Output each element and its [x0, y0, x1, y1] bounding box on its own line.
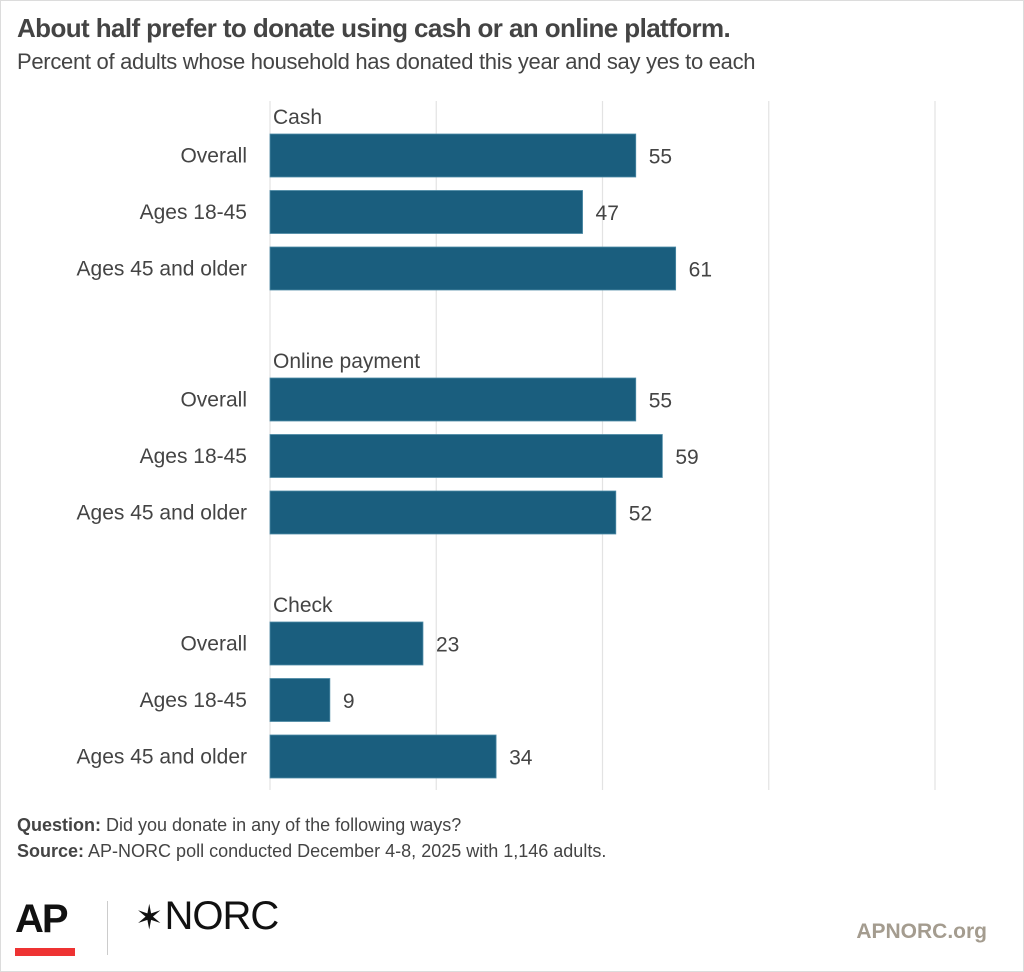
bar — [269, 621, 424, 666]
bar — [269, 377, 637, 422]
data-label: 52 — [629, 503, 652, 526]
category-label: Overall — [180, 145, 247, 168]
norc-logo: ✶NORC — [135, 894, 280, 939]
norc-logo-text: NORC — [164, 894, 280, 938]
group-title: Check — [273, 594, 333, 617]
category-label: Ages 18-45 — [140, 201, 247, 224]
norc-star-icon: ✶ — [135, 899, 163, 937]
data-label: 23 — [436, 634, 459, 657]
chart-subtitle: Percent of adults whose household has do… — [17, 49, 756, 74]
question-label: Question: — [17, 815, 101, 835]
category-label: Ages 18-45 — [140, 445, 247, 468]
data-label: 55 — [649, 390, 672, 413]
category-label: Overall — [180, 389, 247, 412]
source-text: AP-NORC poll conducted December 4-8, 202… — [88, 841, 607, 861]
data-label: 34 — [509, 747, 533, 770]
data-label: 47 — [596, 202, 619, 225]
bar — [269, 490, 617, 535]
data-label: 59 — [675, 446, 698, 469]
ap-logo-underline — [15, 948, 75, 956]
question-note: Question: Did you donate in any of the f… — [17, 815, 461, 836]
category-label: Overall — [180, 633, 247, 656]
bar — [269, 434, 663, 478]
bar — [269, 190, 583, 234]
data-label: 61 — [689, 259, 712, 282]
chart-title: About half prefer to donate using cash o… — [17, 13, 731, 43]
data-label: 9 — [343, 690, 355, 713]
source-note: Source: AP-NORC poll conducted December … — [17, 841, 606, 862]
group-title: Online payment — [273, 350, 420, 373]
category-label: Ages 45 and older — [77, 258, 247, 281]
category-label: Ages 18-45 — [140, 689, 247, 712]
data-label: 55 — [649, 146, 672, 169]
labels: Cash Online payment Check Overall 55 Ages 18-… — [77, 106, 712, 770]
category-label: Ages 45 and older — [77, 502, 247, 525]
bar — [269, 246, 677, 291]
category-label: Ages 45 and older — [77, 746, 247, 769]
bar — [269, 734, 497, 779]
group-title: Cash — [273, 106, 322, 129]
ap-logo: AP — [15, 897, 69, 941]
site-link[interactable]: APNORC.org — [856, 920, 987, 943]
bars — [269, 133, 677, 779]
bar — [269, 133, 637, 178]
source-label: Source: — [17, 841, 85, 861]
logo-divider — [107, 901, 108, 955]
bar-chart: Cash Online payment Check Overall 55 Ages 18-… — [77, 101, 936, 790]
bar — [269, 678, 331, 722]
question-text: Did you donate in any of the following w… — [106, 815, 462, 835]
